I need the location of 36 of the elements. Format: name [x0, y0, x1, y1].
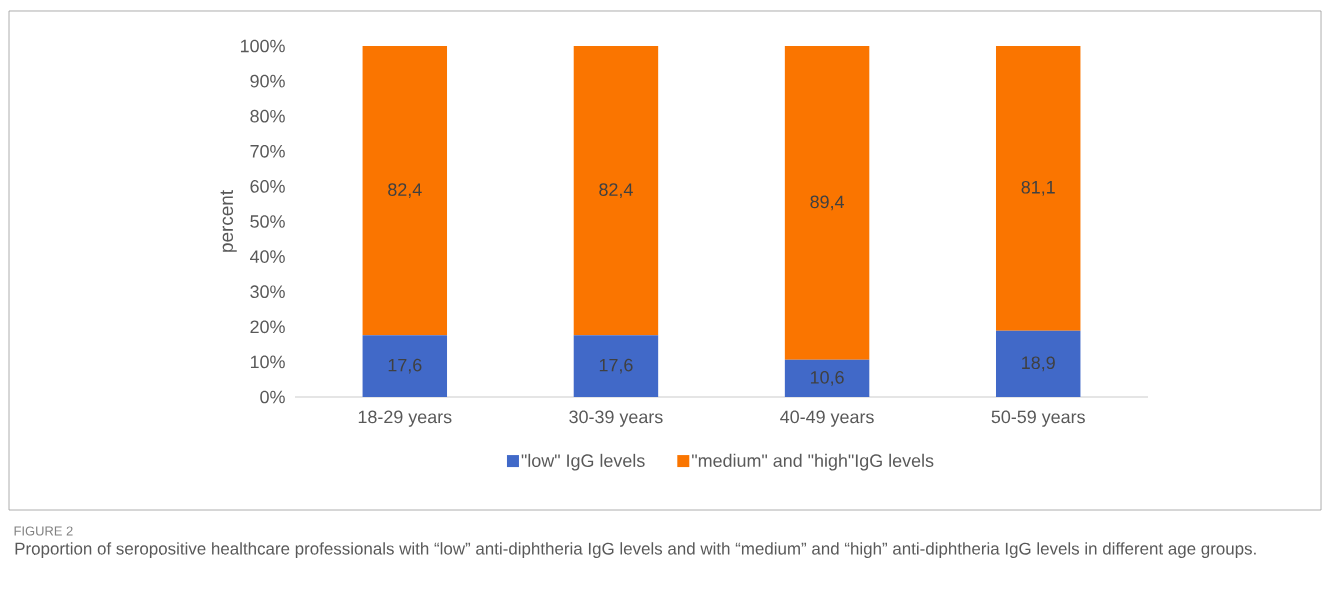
text: Proportion of seropositive healthcare professionals with “low” anti-diphtheria IgG levels and with “medium” and “high” anti-diphtheria IgG levels in different age groups.: [15, 542, 1256, 558]
data-label: 81,1: [1021, 180, 1055, 196]
y-tick-label: 10%: [250, 355, 285, 369]
caption: FIGURE 2: [14, 526, 73, 536]
y-axis-title: percent: [220, 190, 237, 252]
data-label: 17,6: [388, 358, 422, 374]
bar: [573, 45, 659, 336]
bar: [995, 45, 1081, 331]
bar: [784, 359, 870, 397]
x-tick-label: 30-39 years: [569, 410, 663, 427]
legend-label: "low" IgG levels: [521, 453, 645, 471]
y-tick-label: 30%: [250, 285, 285, 299]
data-label: 10,6: [810, 370, 844, 386]
x-tick-label: 40-49 years: [780, 410, 874, 427]
x-tick-label: 18-29 years: [358, 410, 452, 427]
y-tick-label: 80%: [250, 109, 285, 123]
y-tick-label: 100%: [240, 39, 285, 53]
data-label: 18,9: [1022, 356, 1055, 372]
y-tick-label: 20%: [250, 320, 285, 334]
y-tick-label: 0%: [260, 390, 285, 404]
bar: [995, 330, 1081, 397]
y-tick-label: 70%: [250, 144, 285, 158]
y-tick-label: 60%: [250, 180, 285, 193]
data-label: 17,6: [599, 358, 633, 374]
bar: [362, 45, 448, 336]
y-tick-label: 50%: [250, 215, 285, 228]
y-tick-label: 40%: [250, 250, 285, 263]
x-tick-label: 50-59 years: [991, 410, 1085, 427]
data-label: 82,4: [599, 183, 633, 199]
y-tick-label: 90%: [250, 74, 285, 88]
bar: [784, 45, 870, 360]
legend-label: "medium" and "high"IgG levels: [692, 453, 934, 471]
data-label: 82,4: [388, 183, 422, 199]
data-label: 89,4: [810, 195, 845, 211]
bar: [573, 335, 659, 397]
bar: [362, 335, 448, 397]
